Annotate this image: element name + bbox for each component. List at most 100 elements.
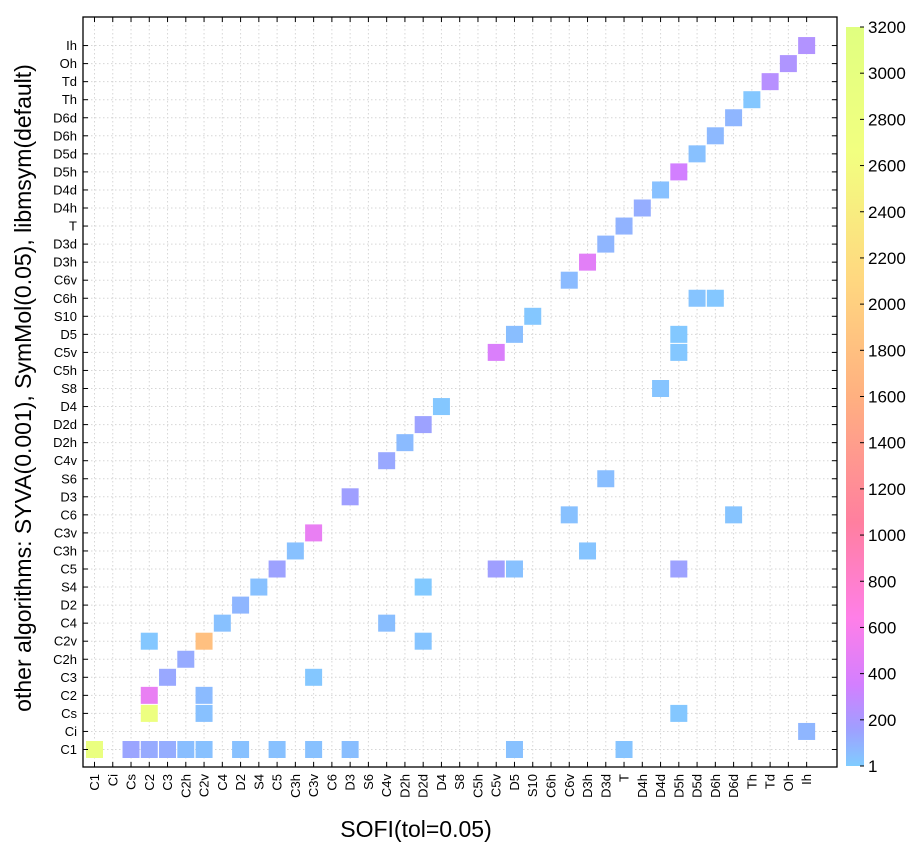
heatmap-cell: [688, 289, 706, 307]
heatmap-cell: [213, 614, 231, 632]
x-tick-label: D2h: [397, 774, 412, 798]
heatmap-cell: [524, 307, 542, 325]
x-tick-label: S4: [251, 774, 266, 790]
y-tick-label: S8: [61, 381, 77, 396]
heatmap-cell: [597, 470, 615, 488]
y-tick-label: D4d: [53, 182, 77, 197]
x-tick-label: C2h: [178, 774, 193, 798]
grid-lines: [83, 17, 837, 767]
heatmap-cell: [378, 452, 396, 470]
heatmap-cell: [140, 632, 158, 650]
y-tick-label: C5: [60, 562, 77, 577]
y-tick-label: S10: [54, 309, 77, 324]
x-axis-title: SOFI(tol=0.05): [340, 816, 491, 842]
y-tick-label: C3h: [53, 543, 77, 558]
heatmap-cell: [725, 109, 743, 127]
heatmap-cell: [633, 199, 651, 217]
colorbar-tick-label: 1400: [868, 434, 906, 453]
heatmap-cell: [615, 217, 633, 235]
heatmap-cell: [560, 271, 578, 289]
colorbar-tick-label: 1800: [868, 341, 906, 360]
heatmap-cell: [286, 542, 304, 560]
heatmap-cell: [670, 343, 688, 361]
heatmap-cell: [652, 181, 670, 199]
heatmap-cell: [305, 741, 323, 758]
heatmap-cell: [798, 722, 816, 740]
heatmap-cell: [140, 704, 158, 722]
x-tick-label: Cs: [124, 774, 139, 790]
heatmap-cell: [140, 741, 158, 758]
x-tick-label: S10: [525, 774, 540, 797]
heatmap-cell: [250, 578, 268, 596]
heatmap-cell: [505, 741, 523, 758]
x-tick-label: D5d: [690, 774, 705, 798]
y-tick-label: Oh: [60, 56, 77, 71]
heatmap-cell: [232, 741, 250, 758]
x-tick-label: S6: [361, 774, 376, 790]
x-tick-label: D3h: [580, 774, 595, 798]
x-tick-label: C5v: [489, 774, 504, 798]
heatmap-cell: [670, 325, 688, 343]
heatmap-cell: [579, 253, 597, 271]
heatmap-cell: [414, 578, 432, 596]
y-tick-label: D5: [60, 327, 77, 342]
x-tick-label: D2: [233, 774, 248, 791]
y-tick-label: D3h: [53, 255, 77, 270]
heatmap-cell: [177, 741, 195, 758]
x-tick-labels: C1 Ci Cs C2 C3 C2h C2v C4 D2 S4 C5 C3h C3v C6 D3 S6 C4v D…: [87, 774, 814, 798]
y-tick-label: C4v: [54, 453, 78, 468]
x-tick-label: D4h: [635, 774, 650, 798]
x-tick-label: C3v: [306, 774, 321, 798]
x-tick-label: S8: [452, 774, 467, 790]
x-tick-label: D5: [507, 774, 522, 791]
y-tick-label: C6v: [54, 273, 78, 288]
heatmap-cell: [706, 127, 724, 145]
heatmap-cell: [560, 506, 578, 524]
y-tick-label: D2: [60, 598, 77, 613]
colorbar-tick-label: 400: [868, 665, 896, 684]
heatmap-cell: [706, 289, 724, 307]
y-tick-label: C3: [60, 670, 77, 685]
y-tick-label: S4: [61, 580, 77, 595]
x-tick-label: D6d: [726, 774, 741, 798]
heatmap-cell: [195, 686, 213, 704]
y-tick-label: C5v: [54, 345, 78, 360]
heatmap-cell: [432, 398, 450, 416]
x-tick-label: Th: [744, 774, 759, 789]
colorbar-tick-label: 1000: [868, 526, 906, 545]
y-tick-label: D2d: [53, 417, 77, 432]
y-tick-label: C6h: [53, 291, 77, 306]
y-tick-label: D6h: [53, 128, 77, 143]
x-tick-label: Td: [763, 774, 778, 789]
heatmap-cell: [779, 55, 797, 73]
heatmap-cell: [579, 542, 597, 560]
x-tick-label: C1: [87, 774, 102, 791]
x-tick-label: D5h: [671, 774, 686, 798]
x-tick-label: C6h: [544, 774, 559, 798]
x-tick-label: D6h: [708, 774, 723, 798]
heatmap-cell: [743, 91, 761, 109]
colorbar-tick-label: 1600: [868, 388, 906, 407]
colorbar-tick-label: 2400: [868, 203, 906, 222]
x-tick-label: D2d: [416, 774, 431, 798]
heatmap-cell: [798, 37, 816, 55]
heatmap-cell: [341, 741, 359, 758]
heatmap-cell: [177, 650, 195, 668]
heatmap-cell: [761, 73, 779, 91]
colorbar-tick-label: 2000: [868, 295, 906, 314]
heatmap-cell: [487, 343, 505, 361]
colorbar-tick-label: 1200: [868, 480, 906, 499]
plot-frame: [82, 16, 838, 768]
y-tick-label: C1: [60, 742, 77, 757]
heatmap-cell: [195, 741, 213, 758]
y-tick-label: D3: [60, 489, 77, 504]
heatmap-cell: [195, 704, 213, 722]
y-tick-label: D3d: [53, 237, 77, 252]
heatmap-cell: [378, 614, 396, 632]
x-tick-label: C3h: [288, 774, 303, 798]
y-tick-label: Cs: [61, 706, 77, 721]
colorbar-tick-label: 3000: [868, 64, 906, 83]
heatmap-cells: [86, 37, 816, 758]
heatmap-cell: [670, 163, 688, 181]
